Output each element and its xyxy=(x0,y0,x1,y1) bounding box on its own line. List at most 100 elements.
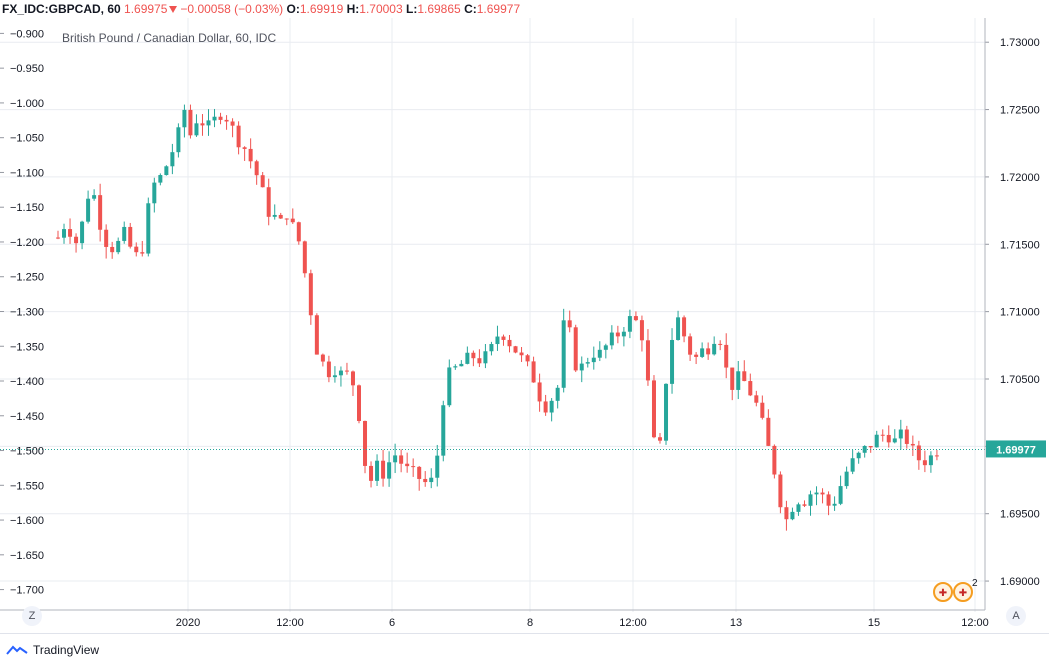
candle-body xyxy=(802,504,807,506)
uk-flag-icon[interactable] xyxy=(933,582,953,602)
close-label: C: xyxy=(464,2,477,16)
candle xyxy=(146,197,151,257)
candle-body xyxy=(417,466,422,479)
candle xyxy=(326,355,331,383)
left-price-axis[interactable]: −0.900 −0.950 −1.000 −1.050 −1.100 −1.150 −1.2… xyxy=(0,28,44,597)
candle xyxy=(820,488,825,504)
candle-body xyxy=(489,344,494,352)
left-axis-label: −0.950 xyxy=(10,63,44,75)
zoom-button[interactable]: Z xyxy=(22,606,42,626)
candle-body xyxy=(272,214,277,217)
candle-body xyxy=(92,195,97,199)
candle-body xyxy=(236,125,241,148)
candle xyxy=(832,496,837,511)
candle xyxy=(429,468,434,489)
candle-body xyxy=(98,195,103,230)
candle xyxy=(826,491,831,516)
candle xyxy=(248,138,253,169)
candle xyxy=(934,449,939,461)
candle-body xyxy=(314,315,319,355)
tradingview-logo[interactable]: TradingView xyxy=(6,643,99,657)
left-axis-label: −1.100 xyxy=(10,167,44,179)
candle xyxy=(874,430,879,448)
candle-body xyxy=(850,458,855,472)
candle xyxy=(158,173,163,186)
candle xyxy=(387,451,392,487)
candle xyxy=(278,212,283,219)
candle xyxy=(742,360,747,382)
candle-body xyxy=(730,367,735,390)
candle-body xyxy=(796,504,801,512)
events-flags[interactable]: ✚ ✚ 2 xyxy=(933,578,978,602)
time-tick-label: 12:00 xyxy=(276,617,304,629)
candle-body xyxy=(651,380,656,438)
candle-body xyxy=(838,486,843,504)
candle-body xyxy=(483,351,488,364)
candle xyxy=(122,221,127,244)
candle-body xyxy=(766,417,771,446)
candle xyxy=(700,342,705,359)
candle-body xyxy=(326,361,331,378)
candle xyxy=(212,108,217,128)
candle xyxy=(465,346,470,365)
candle xyxy=(730,367,735,401)
candle xyxy=(266,178,271,226)
candle-body xyxy=(369,465,374,481)
candle-body xyxy=(170,152,175,167)
grid-lines xyxy=(0,18,1049,633)
left-axis-label: −1.350 xyxy=(10,341,44,353)
candle-body xyxy=(591,357,596,363)
candle xyxy=(381,449,386,487)
price-chart[interactable]: −0.900 −0.950 −1.000 −1.050 −1.100 −1.150 −1.2… xyxy=(0,18,1049,633)
right-axis-label: 1.73000 xyxy=(1000,37,1040,49)
chart-area[interactable]: −0.900 −0.950 −1.000 −1.050 −1.100 −1.150 −1.2… xyxy=(0,18,1049,633)
candle-body xyxy=(387,462,392,479)
candle xyxy=(447,359,452,408)
candle xyxy=(718,340,723,351)
auto-scale-button[interactable]: A xyxy=(1006,606,1026,626)
symbol-quote-bar: FX_IDC:GBPCAD, 60 1.69975 −0.00058 (−0.03… xyxy=(0,0,1049,18)
candle xyxy=(543,394,548,416)
candle xyxy=(802,500,807,508)
candle xyxy=(591,346,596,370)
candle xyxy=(483,343,488,369)
candlestick-series[interactable] xyxy=(56,104,939,531)
candle xyxy=(706,342,711,360)
candle-body xyxy=(639,320,644,341)
candle xyxy=(393,443,398,474)
candle xyxy=(284,218,289,226)
candle xyxy=(856,451,861,464)
candle-body xyxy=(230,121,235,126)
candle-body xyxy=(116,240,121,253)
last-price: 1.69975 xyxy=(124,2,168,16)
candle-body xyxy=(676,317,681,340)
candle xyxy=(338,366,343,387)
candle-body xyxy=(128,226,133,247)
time-axis[interactable]: 2020 12:00 6 8 12:00 13 15 12:00 xyxy=(0,609,989,629)
candle-body xyxy=(633,316,638,321)
time-tick-label: 8 xyxy=(527,617,533,629)
candle xyxy=(140,240,145,257)
candle-body xyxy=(658,437,662,441)
candle xyxy=(308,269,313,325)
right-price-axis[interactable]: 1.73000 1.72500 1.72000 1.71500 1.71000 1.705… xyxy=(984,18,1040,610)
time-tick-label: 13 xyxy=(730,617,742,629)
left-axis-label: −1.700 xyxy=(10,585,44,597)
right-axis-label: 1.69000 xyxy=(1000,576,1040,588)
candle xyxy=(350,370,355,397)
candle xyxy=(471,350,476,367)
candle xyxy=(344,362,349,375)
candle-body xyxy=(916,445,921,461)
candle xyxy=(435,444,440,487)
candle-body xyxy=(928,455,933,466)
chart-background xyxy=(0,18,1049,633)
candle xyxy=(254,159,259,185)
candle-body xyxy=(784,507,789,520)
right-axis-label: 1.70500 xyxy=(1000,374,1040,386)
candle-body xyxy=(724,344,729,368)
footer-bar: Z A TradingView xyxy=(0,606,1049,661)
candle-body xyxy=(892,438,897,443)
symbol-label[interactable]: FX_IDC:GBPCAD, 60 xyxy=(2,2,121,16)
candle-body xyxy=(555,387,560,401)
uk-flag-icon[interactable] xyxy=(953,582,973,602)
